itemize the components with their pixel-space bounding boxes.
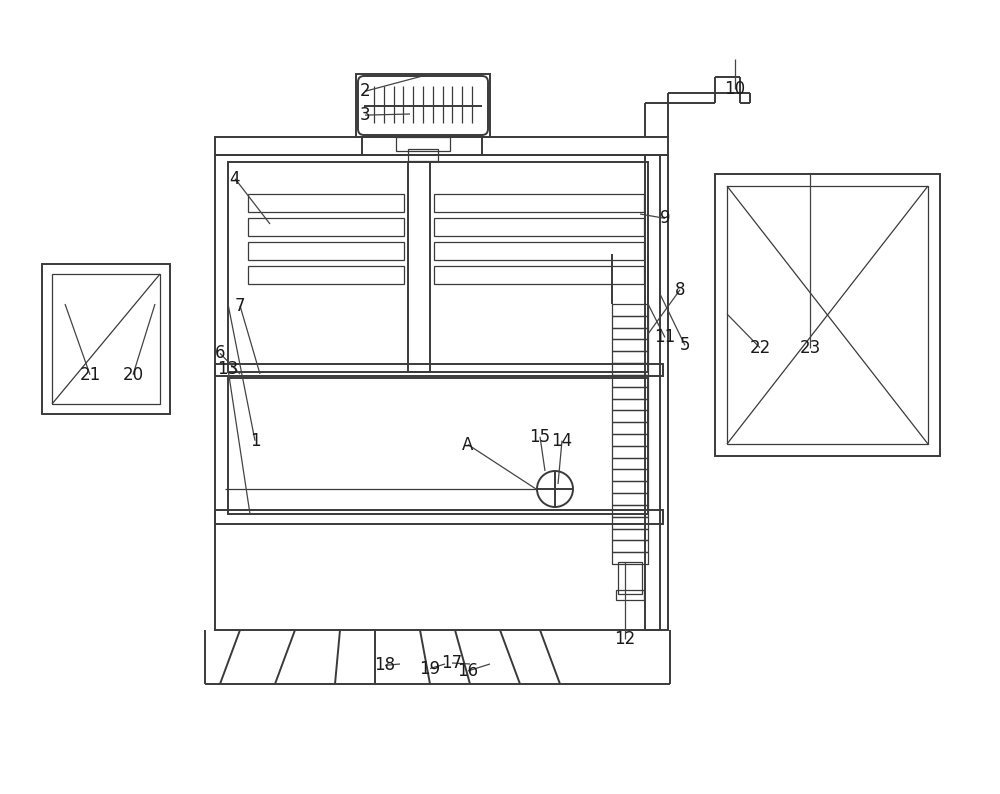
Bar — [248, 194, 404, 212]
Text: 16: 16 — [457, 662, 479, 680]
Bar — [616, 590, 644, 600]
Bar — [228, 162, 648, 372]
Bar — [248, 218, 404, 236]
Bar — [434, 194, 644, 212]
Bar — [215, 510, 663, 524]
Bar — [228, 378, 648, 514]
Text: 21: 21 — [79, 366, 101, 384]
Text: 2: 2 — [360, 83, 370, 100]
Text: 7: 7 — [235, 297, 245, 314]
Text: 4: 4 — [230, 170, 240, 187]
Bar — [434, 218, 644, 236]
Text: 13: 13 — [217, 360, 239, 378]
Bar — [618, 562, 642, 594]
Bar — [52, 274, 160, 404]
Text: 10: 10 — [724, 80, 746, 98]
Text: 12: 12 — [614, 630, 636, 648]
Bar — [248, 242, 404, 260]
Text: 1: 1 — [250, 432, 260, 449]
Text: 8: 8 — [675, 281, 685, 299]
Bar — [408, 149, 438, 161]
Text: 9: 9 — [660, 210, 670, 227]
Bar — [362, 137, 482, 155]
Bar — [715, 174, 940, 456]
Bar — [434, 266, 644, 284]
Bar — [215, 137, 668, 155]
Text: 22: 22 — [749, 339, 771, 357]
Bar — [42, 264, 170, 414]
Bar — [248, 266, 404, 284]
Bar — [645, 155, 668, 630]
Text: 19: 19 — [419, 660, 441, 677]
Text: 6: 6 — [215, 345, 225, 362]
Text: 11: 11 — [654, 329, 676, 346]
Bar — [727, 186, 928, 444]
Text: 17: 17 — [441, 654, 463, 672]
Bar — [215, 155, 660, 630]
Text: 15: 15 — [529, 428, 551, 445]
Bar — [356, 74, 490, 137]
Text: 5: 5 — [680, 337, 690, 354]
Text: 3: 3 — [360, 106, 370, 124]
Text: 14: 14 — [551, 432, 573, 449]
Text: 18: 18 — [374, 657, 396, 674]
Bar — [434, 242, 644, 260]
Text: 20: 20 — [122, 366, 144, 384]
Bar — [396, 137, 450, 151]
Text: 23: 23 — [799, 339, 821, 357]
Bar — [408, 162, 430, 372]
Text: A: A — [462, 436, 474, 453]
Bar — [215, 364, 663, 376]
